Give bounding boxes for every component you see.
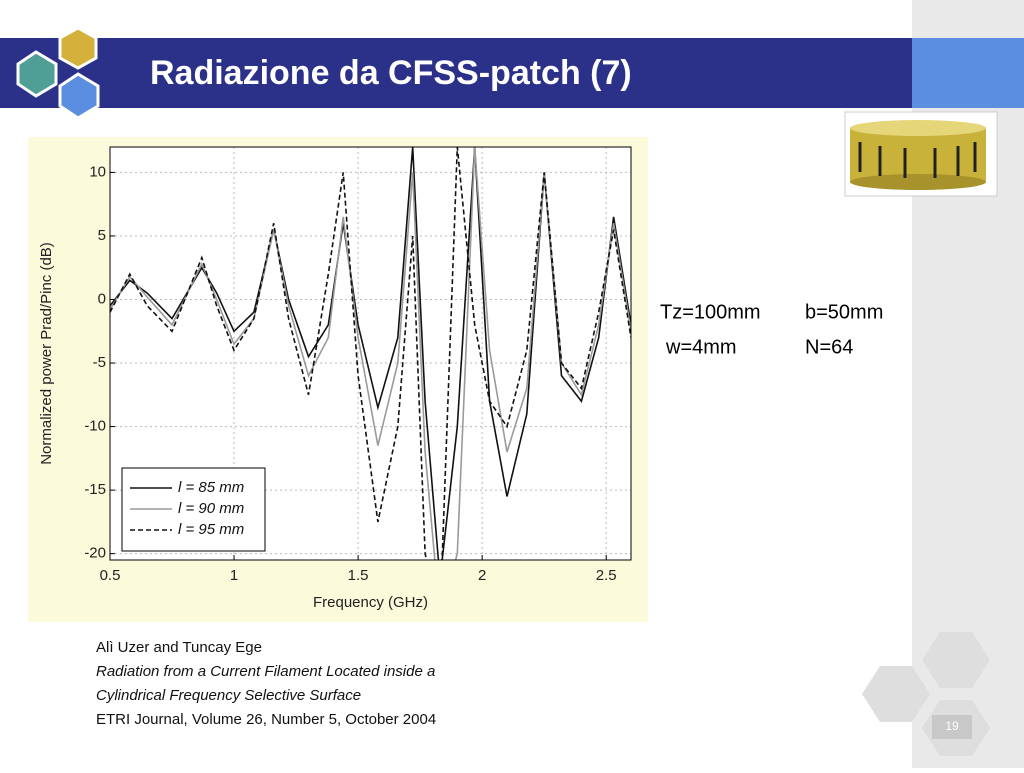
parameter: N=64 xyxy=(805,336,853,358)
header-accent xyxy=(912,38,1024,108)
cylinder-image xyxy=(844,111,998,197)
citation-title: Cylindrical Frequency Selective Surface xyxy=(96,687,361,704)
y-tick-label: -10 xyxy=(84,418,106,435)
series-line xyxy=(110,147,631,560)
y-tick-label: -20 xyxy=(84,545,106,562)
citation-title: Radiation from a Current Filament Locate… xyxy=(96,663,435,680)
x-tick-label: 2.5 xyxy=(596,567,617,584)
y-tick-label: -5 xyxy=(93,354,106,371)
y-tick-label: 5 xyxy=(98,227,106,244)
parameter: b=50mm xyxy=(805,301,883,323)
hexagons xyxy=(16,26,100,120)
parameter: Tz=100mm xyxy=(660,301,761,323)
x-tick-label: 1 xyxy=(230,567,238,584)
legend-label: l = 85 mm xyxy=(178,479,244,496)
citation-authors: Alì Uzer and Tuncay Ege xyxy=(96,639,262,656)
header-bar xyxy=(0,38,912,108)
x-tick-label: 2 xyxy=(478,567,486,584)
y-tick-label: -15 xyxy=(84,481,106,498)
decor-hexagons xyxy=(862,632,990,756)
y-axis-label: Normalized power Prad/Pinc (dB) xyxy=(38,242,55,465)
parameters: Tz=100mm b=50mm w=4mm N=64 xyxy=(660,301,883,358)
page-number: 19 xyxy=(945,719,959,733)
x-tick-label: 1.5 xyxy=(348,567,369,584)
y-tick-label: 10 xyxy=(89,163,106,180)
y-tick-label: 0 xyxy=(98,290,106,307)
x-axis-label: Frequency (GHz) xyxy=(313,594,428,611)
page-number-box xyxy=(932,715,972,739)
x-tick-label: 0.5 xyxy=(100,567,121,584)
citation: Alì Uzer and Tuncay Ege Radiation from a… xyxy=(96,639,436,728)
citation-journal: ETRI Journal, Volume 26, Number 5, Octob… xyxy=(96,711,436,728)
legend-label: l = 90 mm xyxy=(178,500,244,517)
parameter: w=4mm xyxy=(665,336,737,358)
plot-lines xyxy=(110,147,631,560)
legend-label: l = 95 mm xyxy=(178,521,244,538)
slide-title: Radiazione da CFSS-patch (7) xyxy=(150,54,632,92)
plot-frame xyxy=(109,146,632,561)
